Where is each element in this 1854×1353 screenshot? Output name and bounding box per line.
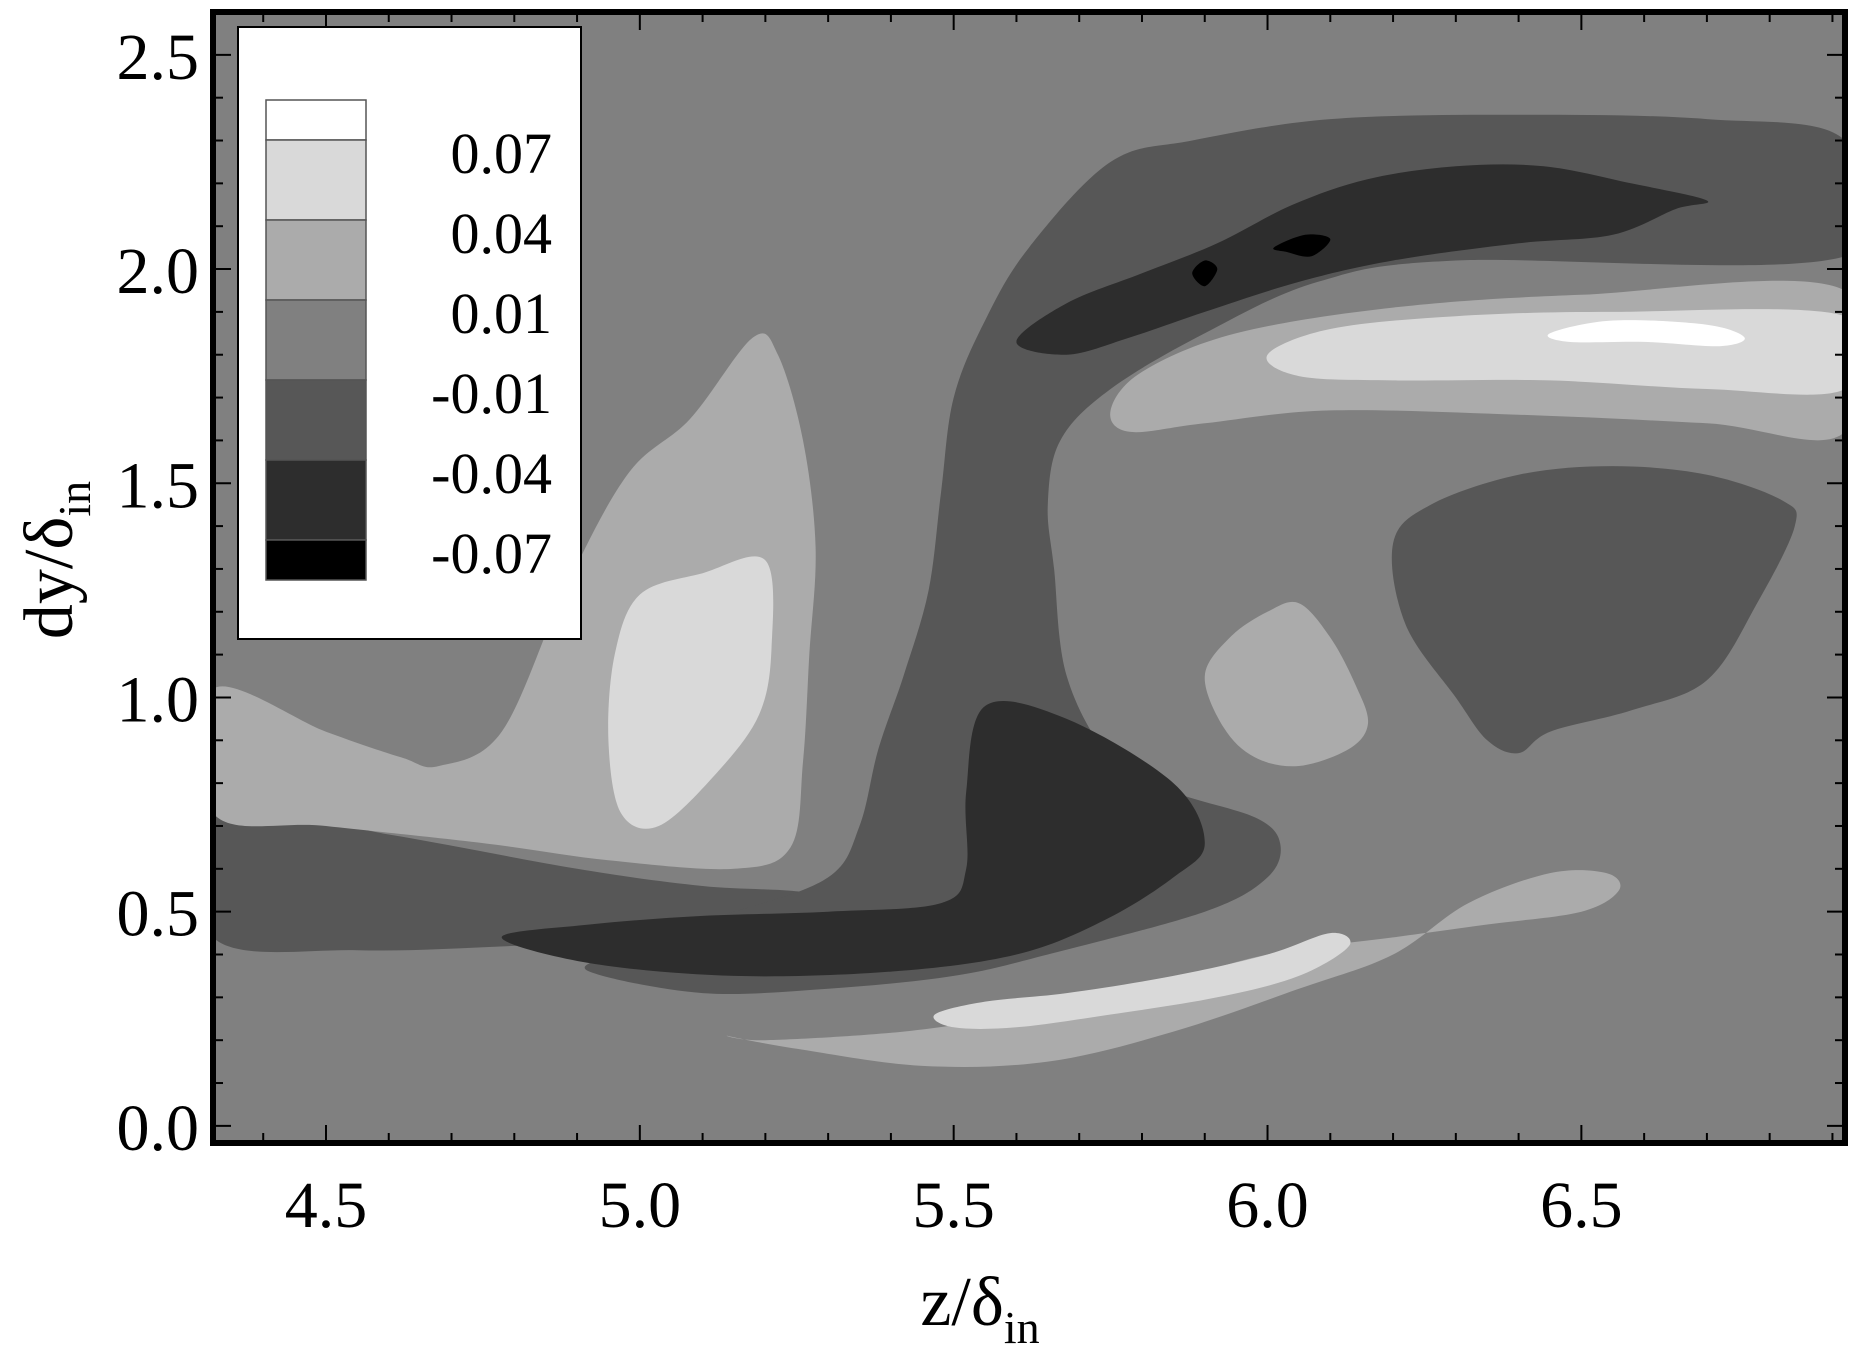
y-tick-label: 2.0 [117, 235, 200, 308]
plot-frame [210, 9, 1848, 1146]
x-axis-label: z/δin [920, 1264, 1039, 1353]
legend-swatch [265, 299, 367, 381]
contour-regions [213, 12, 1845, 1143]
legend-label: -0.07 [431, 521, 552, 586]
y-tick-label: 1.0 [117, 663, 200, 736]
legend-swatch [265, 99, 367, 141]
x-tick-label: 4.5 [285, 1169, 368, 1242]
contour-region-bottom-pos-core [933, 932, 1351, 1029]
contour-region-left-lower-neg [213, 803, 848, 953]
legend-swatch [265, 139, 367, 221]
contour-region-upper-neg-spot-a [1192, 260, 1218, 287]
axis-ticks: 4.5 5.0 5.5 6.0 6.5 0.0 0.5 1.0 1.5 2.0 2.5 [117, 12, 1845, 1242]
contour-region-bottom-pos [726, 870, 1621, 1067]
contour-region-mid-pos [1204, 601, 1369, 767]
x-tick-label: 5.5 [912, 1169, 995, 1242]
x-tick-label: 6.0 [1226, 1169, 1309, 1242]
x-tick-label: 5.0 [599, 1169, 682, 1242]
y-axis-label-sub: in [49, 481, 100, 517]
contour-region-left-pos-core [608, 556, 774, 829]
legend-swatch [265, 379, 367, 461]
contour-region-center-neg [584, 114, 1845, 995]
legend-swatch [265, 219, 367, 301]
legend-label: 0.04 [451, 201, 553, 266]
legend: 0.07 0.04 0.01 -0.01 -0.04 -0.07 [237, 26, 582, 640]
x-tick-label: 6.5 [1540, 1169, 1623, 1242]
contour-region-right-neg [1391, 466, 1797, 754]
y-tick-label: 0.5 [117, 878, 200, 951]
legend-labels: 0.07 0.04 0.01 -0.01 -0.04 -0.07 [431, 121, 552, 586]
contour-region-upper-neg-core [1016, 164, 1709, 355]
x-axis-label-base: z/δ [920, 1264, 1004, 1341]
contour-region-center-neg-lower-core [501, 701, 1205, 977]
y-tick-label: 2.5 [117, 21, 200, 94]
y-axis-label-base: dy/δ [11, 517, 88, 639]
legend-label: -0.01 [431, 361, 552, 426]
contour-region-upper-neg-spot-b [1273, 234, 1331, 257]
legend-label: -0.04 [431, 441, 552, 506]
contour-region-right-pos-upper-peak [1547, 320, 1745, 347]
legend-label: 0.01 [451, 281, 553, 346]
x-axis-label-sub: in [1004, 1302, 1040, 1353]
y-axis-label: dy/δin [11, 481, 100, 639]
legend-swatch [265, 459, 367, 541]
legend-swatch [265, 539, 367, 581]
legend-swatches [265, 99, 367, 581]
y-tick-label: 0.0 [117, 1092, 200, 1165]
legend-label: 0.07 [451, 121, 553, 186]
y-tick-label: 1.5 [117, 449, 200, 522]
